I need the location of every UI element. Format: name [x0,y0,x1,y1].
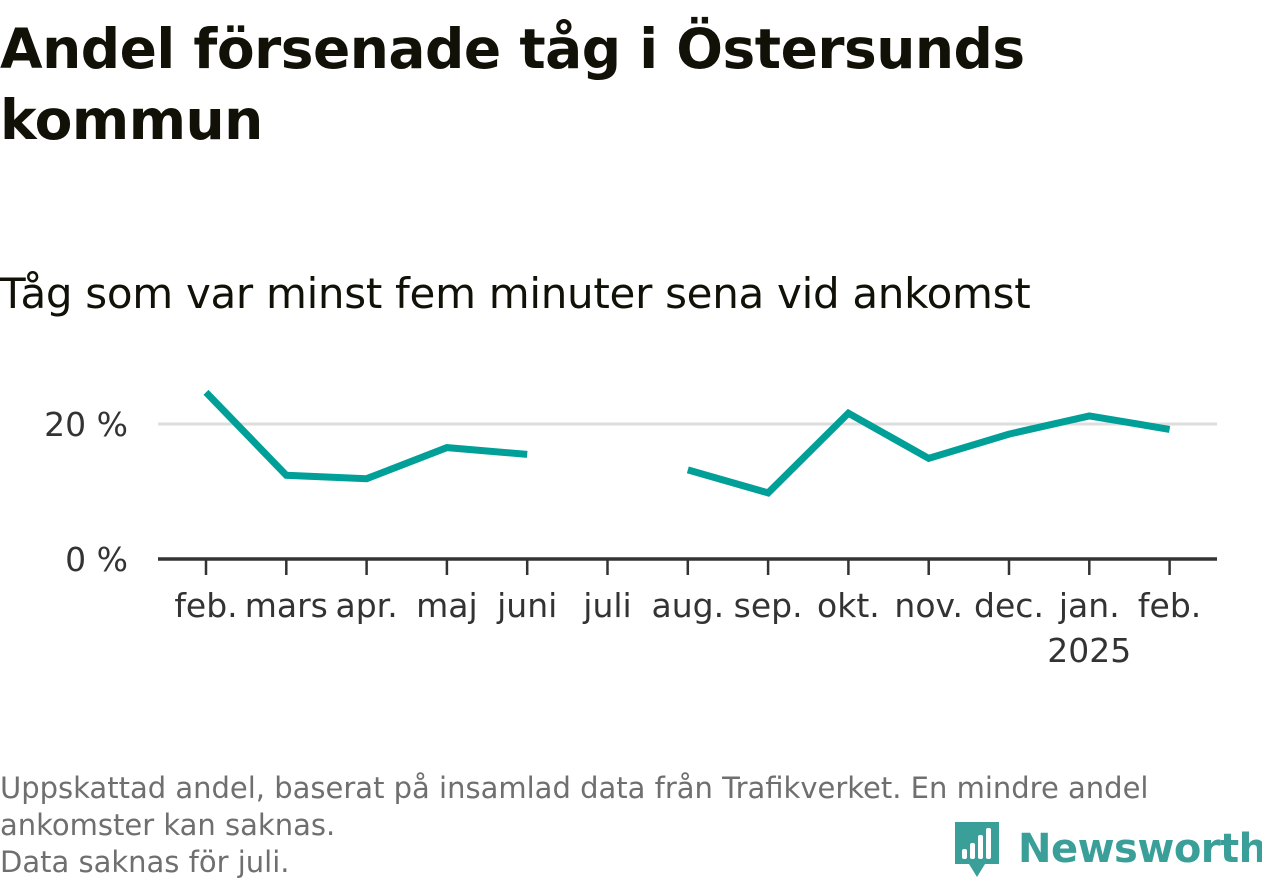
x-tick-label: nov. [894,586,963,625]
series-layer [203,389,1171,497]
line-chart: 0 %20 % feb. mars apr. maj juni juli aug. sep. o… [44,389,1217,670]
x-tick-label: okt. [817,586,880,625]
x-tick-label: feb. [1138,586,1201,625]
x-tick-label: apr. [335,586,397,625]
x-tick-label: juni [496,586,557,625]
x-tick-label: sep. [734,586,803,625]
x-tick-label: dec. [974,586,1044,625]
brand-name: Newsworthy [1018,826,1262,872]
newsworthy-logo: Newsworthy [952,818,1262,880]
x-tick-label: feb. [174,586,237,625]
bar-chart-speech-bubble-icon [955,822,999,877]
x-tick-label: mars [245,586,328,625]
chart-subtitle: Tåg som var minst fem minuter sena vid a… [0,269,1031,318]
x-tick-label: juli [582,586,631,625]
x-tick-label: maj [416,586,478,625]
x-axis [158,557,1217,575]
series-line-segment [686,408,1171,497]
x-tick-label: jan. [1058,586,1120,625]
y-axis-labels: 0 % 20 % [44,405,128,579]
chart-title: Andel försenade tåg i Östersunds kommun [0,17,1025,152]
footer-note-line2: Data saknas för juli. [0,845,290,879]
x-tick-label: aug. [652,586,725,625]
y-tick-label: 0 % [65,540,128,579]
series-line-segment [203,389,528,483]
footer-note: Uppskattad andel, baserat på insamlad da… [0,770,1250,881]
y-tick-label: 20 % [44,405,128,444]
footer-note-line1: Uppskattad andel, baserat på insamlad da… [0,771,1149,842]
x-axis-labels: feb. mars apr. maj juni juli aug. sep. okt. nov. d… [174,586,1201,670]
x-year-label: 2025 [1047,631,1131,670]
